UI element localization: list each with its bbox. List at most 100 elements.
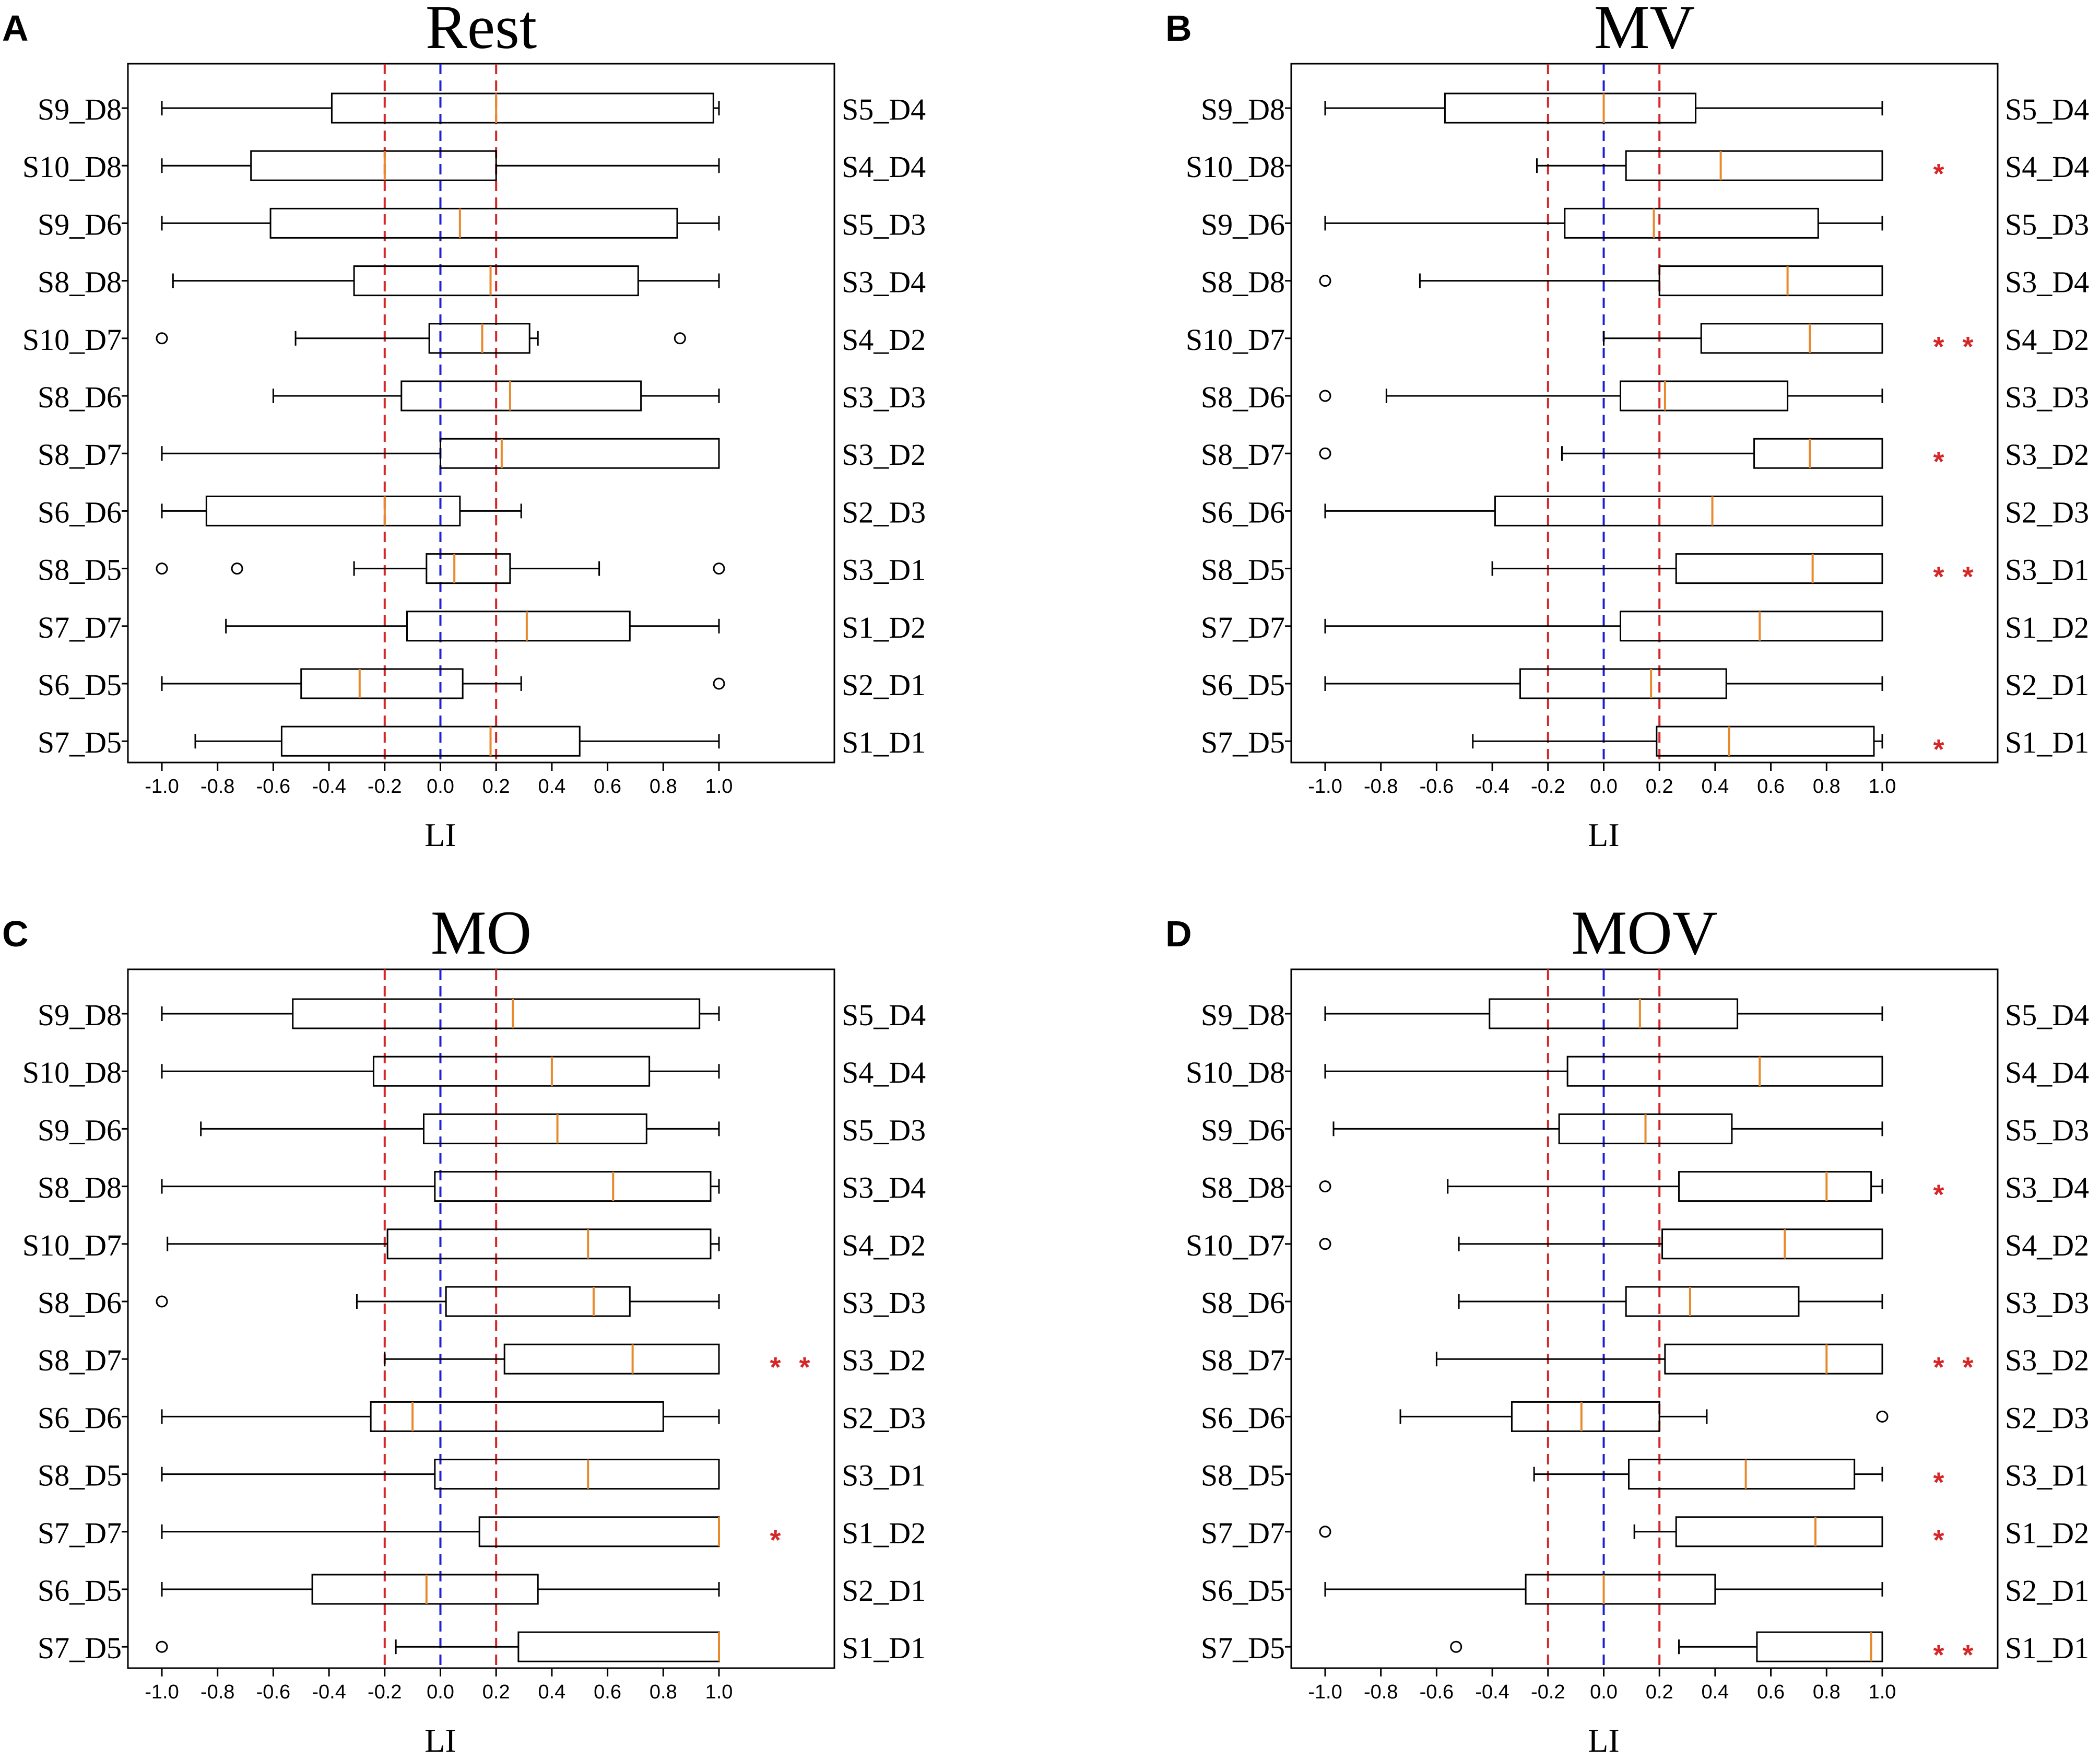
left-channel-label: S9_D8 xyxy=(1201,92,1285,126)
x-tick-label: -1.0 xyxy=(145,1681,179,1703)
right-channel-label: S2_D1 xyxy=(2005,668,2089,702)
right-channel-label: S3_D3 xyxy=(842,1286,926,1320)
right-channel-label: S1_D2 xyxy=(2005,1516,2089,1550)
iqr-box xyxy=(434,1459,720,1490)
significance-stars: * xyxy=(770,1525,781,1556)
left-channel-label: S9_D6 xyxy=(38,1113,122,1147)
x-tick-label: 0.6 xyxy=(1757,1681,1785,1703)
iqr-box xyxy=(1494,495,1883,526)
box-row: S8_D7 S3_D2* * xyxy=(1201,1343,2089,1383)
significance-stars: * xyxy=(1933,1179,1944,1211)
box-row: S9_D8 S5_D4 xyxy=(38,998,926,1032)
left-channel-label: S8_D8 xyxy=(1201,265,1285,299)
x-tick-label: -0.2 xyxy=(1531,776,1565,798)
left-channel-label: S8_D6 xyxy=(1201,380,1285,414)
left-channel-label: S7_D7 xyxy=(1201,1516,1285,1550)
left-channel-label: S10_D7 xyxy=(1186,1228,1285,1262)
x-tick-label: -0.8 xyxy=(1364,1681,1398,1703)
significance-star: * xyxy=(1933,158,1944,190)
significance-stars: * xyxy=(1933,158,1944,190)
right-channel-label: S1_D2 xyxy=(842,611,926,644)
iqr-box xyxy=(1661,1228,1883,1260)
box-row: S9_D6 S5_D3 xyxy=(38,207,926,241)
box-row: S6_D5 S2_D1 xyxy=(38,668,926,702)
iqr-box xyxy=(1519,668,1727,699)
box-row: S6_D5 S2_D1 xyxy=(1201,1574,2089,1608)
plot-frame xyxy=(127,63,835,764)
significance-star: * xyxy=(1962,331,1973,362)
significance-star: * xyxy=(770,1352,781,1383)
left-channel-label: S7_D7 xyxy=(1201,611,1285,644)
significance-stars: * xyxy=(1933,1467,1944,1498)
outlier-point xyxy=(674,332,686,345)
outlier-point xyxy=(1319,1526,1331,1538)
right-channel-label: S4_D4 xyxy=(2005,1056,2089,1089)
box-row: S8_D8 S3_D4 xyxy=(38,1171,926,1205)
x-tick-label: -0.4 xyxy=(1475,1681,1509,1703)
box-row: S8_D8 S3_D4 xyxy=(1201,265,2089,299)
iqr-box xyxy=(1700,323,1883,354)
iqr-box xyxy=(269,207,678,239)
right-channel-label: S2_D3 xyxy=(2005,495,2089,529)
left-channel-label: S8_D5 xyxy=(38,1459,122,1493)
x-tick-label: 0.6 xyxy=(1757,776,1785,798)
left-channel-label: S9_D8 xyxy=(1201,998,1285,1032)
significance-stars: * xyxy=(1933,446,1944,477)
iqr-box xyxy=(1628,1459,1856,1490)
outlier-point xyxy=(156,332,168,345)
x-axis-label: LI xyxy=(1588,1722,1619,1759)
significance-star: * xyxy=(1933,446,1944,477)
x-tick-label: -0.2 xyxy=(368,776,402,798)
panel-C: C MO -1.0 -0.8 -0.6 -0.4 -0.2 0.0 0.2 0.4 0.6 0.8 1.… xyxy=(2,898,926,1759)
iqr-box xyxy=(503,1343,720,1375)
x-tick-label: -0.6 xyxy=(1420,776,1454,798)
x-tick-label: 0.8 xyxy=(1813,776,1841,798)
box-row: S7_D5 S1_D1* * xyxy=(1201,1631,2089,1671)
left-channel-label: S8_D8 xyxy=(1201,1171,1285,1205)
significance-star: * xyxy=(1933,561,1944,593)
right-channel-label: S1_D2 xyxy=(842,1516,926,1550)
left-channel-label: S7_D5 xyxy=(1201,725,1285,759)
significance-star: * xyxy=(1933,1467,1944,1498)
left-channel-label: S8_D6 xyxy=(1201,1286,1285,1320)
box-row: S10_D7 S4_D2 xyxy=(22,323,926,357)
x-tick-label: -0.8 xyxy=(1364,776,1398,798)
chart-title: MOV xyxy=(1571,898,1717,967)
iqr-box xyxy=(1625,1286,1800,1317)
iqr-box xyxy=(1620,380,1789,412)
chart-title: MV xyxy=(1594,0,1695,62)
left-channel-label: S8_D5 xyxy=(1201,553,1285,587)
right-channel-label: S3_D4 xyxy=(842,265,926,299)
x-tick-label: -0.8 xyxy=(200,776,234,798)
right-channel-label: S3_D2 xyxy=(2005,438,2089,472)
iqr-box xyxy=(1444,92,1697,124)
outlier-point xyxy=(1319,390,1331,402)
iqr-box xyxy=(1625,150,1883,181)
x-tick-label: 0.4 xyxy=(538,1681,565,1703)
x-tick-label: -1.0 xyxy=(1308,1681,1342,1703)
iqr-box xyxy=(386,1228,712,1260)
right-channel-label: S5_D3 xyxy=(842,1113,926,1147)
box-row: S7_D7 S1_D2 xyxy=(38,611,926,644)
box-row: S6_D5 S2_D1 xyxy=(1201,668,2089,702)
outlier-point xyxy=(713,562,725,575)
outlier-point xyxy=(1450,1640,1462,1653)
left-channel-label: S10_D8 xyxy=(1186,150,1285,184)
iqr-box xyxy=(445,1286,631,1317)
left-channel-label: S6_D6 xyxy=(38,1401,122,1435)
iqr-box xyxy=(400,380,642,412)
box-row: S8_D6 S3_D3 xyxy=(38,380,926,414)
right-channel-label: S3_D1 xyxy=(2005,1459,2089,1493)
right-channel-label: S4_D4 xyxy=(842,1056,926,1089)
box-row: S8_D5 S3_D1* * xyxy=(1201,553,2089,593)
right-channel-label: S2_D3 xyxy=(2005,1401,2089,1435)
panel-D: D MOV -1.0 -0.8 -0.6 -0.4 -0.2 0.0 0.2 0.4 0.6 0.8 1… xyxy=(1165,898,2089,1759)
outlier-point xyxy=(1319,275,1331,287)
box-row: S6_D6 S2_D3 xyxy=(38,1401,926,1435)
left-channel-label: S8_D6 xyxy=(38,380,122,414)
iqr-box xyxy=(1620,611,1883,642)
iqr-box xyxy=(1564,207,1819,239)
panel-A: A Rest -1.0 -0.8 -0.6 -0.4 -0.2 0.0 0.2 0.4 0.6 0.8… xyxy=(2,0,926,853)
outlier-point xyxy=(156,1640,168,1653)
box-row: S9_D6 S5_D3 xyxy=(1201,207,2089,241)
